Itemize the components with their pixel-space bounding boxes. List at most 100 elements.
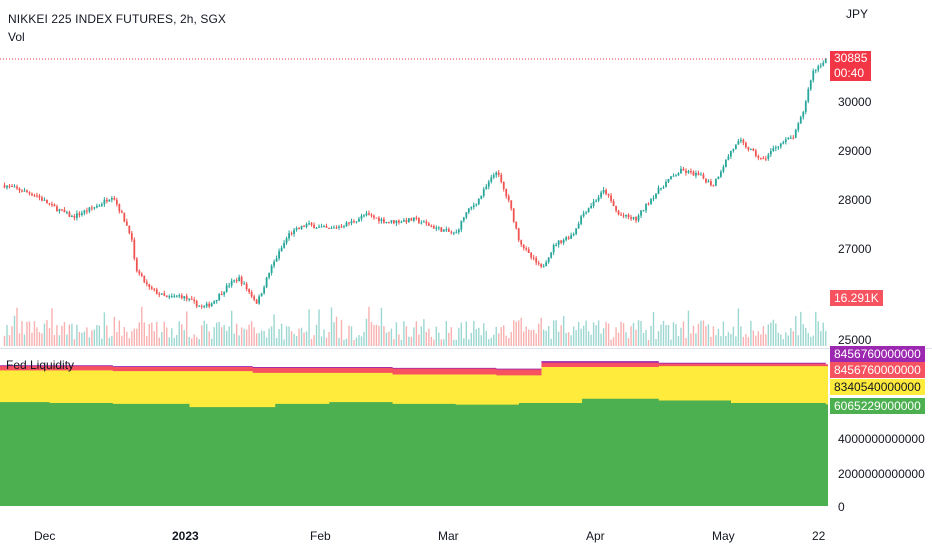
candle — [587, 208, 590, 213]
volume-bar — [530, 330, 532, 346]
volume-bar — [388, 331, 390, 346]
volume-bar — [822, 322, 824, 346]
candle — [28, 192, 31, 194]
volume-bar — [505, 335, 507, 346]
volume-bar — [692, 325, 695, 346]
volume-bar — [742, 336, 745, 346]
volume-bar — [255, 333, 258, 346]
candle — [76, 213, 78, 218]
price-candles — [3, 58, 827, 309]
volume-bar — [48, 328, 51, 346]
volume-bar — [146, 335, 148, 346]
candle — [485, 186, 488, 190]
candle — [700, 174, 702, 176]
candle — [522, 244, 525, 249]
candle — [185, 296, 188, 300]
candle — [432, 226, 435, 229]
candle — [71, 216, 73, 218]
candle — [777, 146, 780, 148]
volume-bar — [515, 321, 517, 346]
volume-bar — [328, 331, 330, 346]
candle — [540, 263, 543, 267]
volume-bar — [680, 327, 682, 346]
candle — [515, 221, 518, 229]
candle — [455, 232, 458, 234]
candle — [135, 258, 138, 272]
volume-bar — [622, 323, 625, 346]
candle — [168, 296, 171, 298]
candle — [794, 129, 797, 138]
volume-bar — [201, 325, 203, 346]
fed-liquidity-areas — [0, 361, 828, 506]
candle — [467, 208, 470, 213]
volume-bar — [123, 327, 126, 346]
candle — [78, 213, 81, 216]
chart-legend: NIKKEI 225 INDEX FUTURES, 2h, SGX Vol — [8, 10, 226, 46]
candle — [243, 283, 246, 285]
volume-bar — [627, 338, 630, 346]
volume-bars — [3, 306, 827, 346]
candle — [630, 217, 632, 219]
candle — [415, 217, 418, 219]
volume-bar — [712, 326, 715, 346]
volume-bar — [230, 310, 233, 346]
candle — [595, 200, 597, 202]
candle — [13, 186, 16, 188]
candle — [457, 229, 460, 233]
volume-bar — [253, 327, 255, 346]
volume-bar — [51, 308, 53, 346]
volume-bar — [757, 331, 760, 346]
candle — [353, 221, 355, 223]
candle — [615, 206, 617, 211]
candle — [729, 150, 732, 157]
candle — [203, 306, 206, 308]
volume-bar — [53, 335, 56, 346]
volume-bar — [453, 339, 455, 346]
candle — [675, 175, 677, 177]
volume-bar — [380, 307, 383, 346]
volume-bar — [700, 320, 702, 346]
candle — [73, 216, 76, 218]
candle — [702, 174, 705, 179]
candle — [789, 137, 792, 139]
candle — [370, 214, 373, 216]
candle — [632, 217, 635, 219]
candle — [535, 258, 538, 263]
volume-bar — [238, 335, 240, 346]
volume-bar — [450, 327, 453, 346]
volume-bar — [795, 315, 797, 346]
volume-bar — [562, 316, 565, 346]
volume-bar — [101, 338, 103, 346]
candle — [18, 188, 21, 191]
candle — [417, 218, 420, 223]
candle — [138, 271, 141, 274]
volume-bar — [565, 333, 567, 346]
volume-bar — [807, 333, 809, 346]
candle — [378, 217, 380, 222]
candle — [647, 203, 650, 205]
candle — [88, 207, 91, 212]
volume-bar — [707, 324, 710, 346]
candle — [240, 277, 243, 284]
candle — [542, 266, 545, 268]
candle — [11, 186, 13, 188]
candle — [118, 204, 121, 212]
candle — [140, 273, 143, 276]
volume-bar — [587, 331, 590, 346]
candle — [310, 223, 313, 225]
volume-bar — [428, 328, 430, 346]
liquidity-tag: 6065229000000 — [830, 398, 925, 414]
candle — [158, 293, 161, 295]
candle — [283, 242, 285, 248]
candle — [220, 294, 223, 296]
volume-bar — [637, 320, 640, 346]
volume-bar — [240, 327, 243, 346]
volume-bar — [355, 337, 358, 346]
volume-bar — [640, 320, 642, 346]
volume-bar — [503, 325, 505, 346]
volume-bar — [405, 326, 408, 346]
volume-bar — [792, 331, 794, 346]
volume-bar — [480, 335, 482, 346]
candle — [41, 197, 43, 201]
